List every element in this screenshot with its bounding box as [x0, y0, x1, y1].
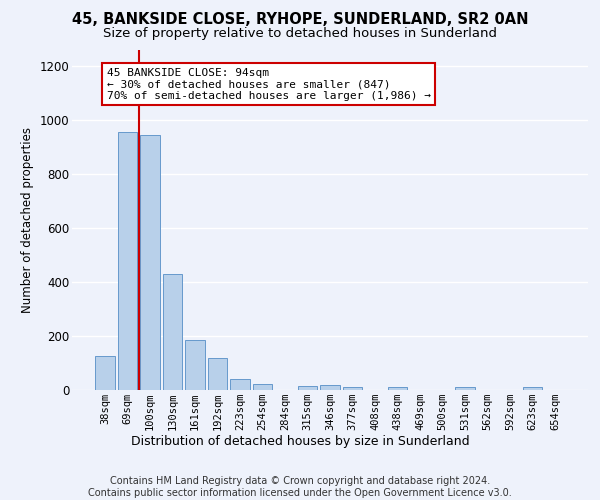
Bar	[140, 135, 160, 390]
Bar	[298, 386, 317, 390]
Text: Size of property relative to detached houses in Sunderland: Size of property relative to detached ho…	[103, 28, 497, 40]
Text: 45 BANKSIDE CLOSE: 94sqm
← 30% of detached houses are smaller (847)
70% of semi-: 45 BANKSIDE CLOSE: 94sqm ← 30% of detach…	[107, 68, 431, 100]
Text: Distribution of detached houses by size in Sunderland: Distribution of detached houses by size …	[131, 435, 469, 448]
Bar	[185, 340, 205, 390]
Bar	[455, 388, 475, 390]
Bar	[118, 132, 137, 390]
Bar	[163, 274, 182, 390]
Bar	[208, 358, 227, 390]
Text: 45, BANKSIDE CLOSE, RYHOPE, SUNDERLAND, SR2 0AN: 45, BANKSIDE CLOSE, RYHOPE, SUNDERLAND, …	[72, 12, 528, 28]
Bar	[388, 388, 407, 390]
Bar	[343, 388, 362, 390]
Bar	[320, 385, 340, 390]
Bar	[523, 388, 542, 390]
Bar	[253, 384, 272, 390]
Bar	[95, 356, 115, 390]
Y-axis label: Number of detached properties: Number of detached properties	[21, 127, 34, 313]
Text: Contains HM Land Registry data © Crown copyright and database right 2024.
Contai: Contains HM Land Registry data © Crown c…	[88, 476, 512, 498]
Bar	[230, 378, 250, 390]
